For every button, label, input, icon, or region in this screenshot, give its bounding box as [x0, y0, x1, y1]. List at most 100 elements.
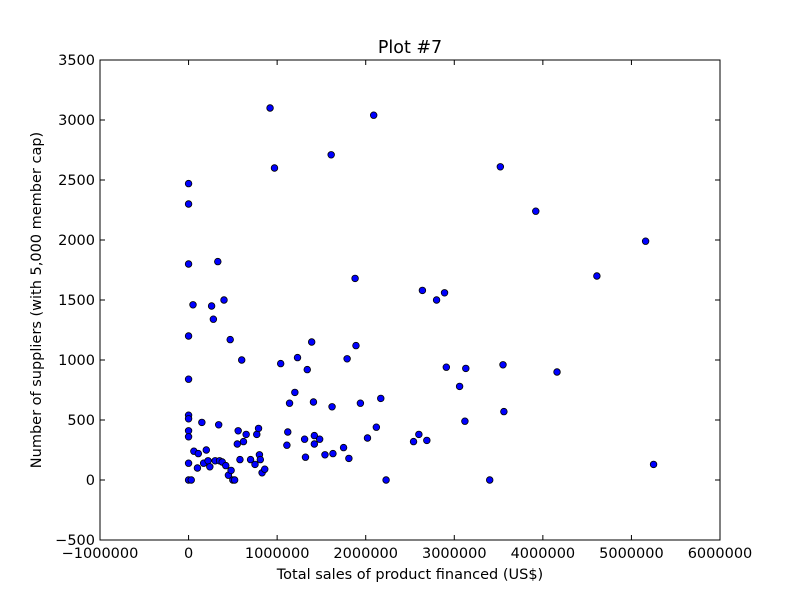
y-tick-label: −500 — [55, 533, 95, 549]
data-point — [462, 364, 470, 373]
data-point — [310, 431, 319, 440]
data-point — [310, 440, 319, 448]
data-point — [418, 286, 427, 295]
data-point — [363, 434, 372, 442]
data-point — [276, 359, 285, 368]
x-tick-label: 6000000 — [688, 546, 753, 562]
data-point — [283, 441, 291, 449]
data-point — [242, 430, 250, 439]
y-tick-label: 0 — [86, 473, 95, 489]
data-point — [409, 437, 418, 446]
data-point — [329, 449, 337, 458]
data-point — [239, 437, 248, 446]
data-point — [222, 461, 230, 470]
x-tick-label: 5000000 — [599, 546, 664, 562]
data-point — [328, 403, 336, 411]
data-point — [291, 388, 299, 397]
data-point — [194, 449, 203, 458]
y-tick-label: 1500 — [58, 293, 95, 309]
data-point — [641, 237, 650, 245]
data-point — [649, 460, 658, 469]
data-point — [236, 455, 244, 464]
data-point — [214, 421, 223, 429]
data-point — [251, 460, 259, 469]
data-point — [553, 368, 561, 376]
x-tick-label: 4000000 — [511, 546, 576, 562]
data-point — [226, 335, 234, 344]
y-tick-label: 3500 — [58, 53, 95, 69]
data-point — [184, 375, 193, 383]
x-tick-label: −1000000 — [62, 546, 139, 562]
data-point — [496, 163, 505, 171]
data-point — [270, 164, 279, 172]
data-point — [184, 459, 193, 467]
data-point — [382, 476, 390, 484]
data-point — [343, 355, 351, 363]
data-point — [254, 424, 263, 433]
data-point — [184, 332, 193, 340]
ticks-layer: −1000000 0 1000000 2000000 3000000 4000000 500… — [55, 53, 752, 562]
data-point — [227, 466, 235, 475]
data-point — [184, 260, 193, 268]
data-point — [300, 435, 309, 443]
data-point — [432, 296, 441, 304]
data-point — [238, 356, 246, 364]
x-tick-label: 0 — [184, 546, 193, 562]
y-tick-label: 2000 — [58, 233, 95, 249]
data-point — [253, 430, 261, 439]
data-point — [256, 455, 265, 464]
data-point — [369, 111, 378, 119]
x-tick-label: 3000000 — [422, 546, 487, 562]
data-point — [309, 398, 318, 406]
data-point — [220, 296, 228, 304]
data-point — [532, 207, 540, 215]
data-point — [442, 363, 451, 371]
data-point — [230, 476, 239, 484]
data-point — [184, 179, 193, 188]
y-tick-label: 2500 — [58, 173, 95, 189]
data-point — [206, 463, 214, 471]
data-point — [339, 443, 348, 452]
x-tick-label: 1000000 — [245, 546, 310, 562]
data-point — [593, 272, 601, 280]
data-point — [315, 435, 324, 443]
data-point — [234, 427, 242, 435]
data-point — [184, 415, 193, 423]
data-point — [209, 315, 218, 323]
x-axis-title: Total sales of product financed (US$) — [276, 567, 543, 583]
data-point — [356, 399, 365, 407]
data-point — [214, 257, 222, 266]
data-point — [377, 394, 385, 403]
plot-area-background — [100, 60, 720, 540]
data-point — [461, 417, 469, 425]
data-point — [261, 465, 269, 473]
data-point — [345, 454, 353, 463]
data-point — [246, 455, 255, 464]
data-point — [233, 440, 241, 448]
data-point — [187, 476, 195, 484]
data-point — [189, 301, 197, 309]
plot-frame — [99, 59, 721, 541]
data-point — [486, 476, 494, 484]
data-point — [184, 433, 193, 441]
data-point — [198, 418, 206, 427]
data-point — [372, 423, 381, 431]
data-point — [415, 430, 423, 439]
data-point — [423, 436, 431, 445]
y-axis-title: Number of suppliers (with 5,000 member c… — [29, 132, 45, 468]
data-point — [440, 289, 449, 297]
x-tick-label: 2000000 — [333, 546, 398, 562]
data-point — [284, 428, 292, 436]
y-tick-label: 1000 — [58, 353, 95, 369]
data-point — [204, 457, 212, 465]
data-point — [321, 451, 329, 459]
data-point — [455, 382, 464, 391]
data-point — [202, 446, 210, 454]
data-point — [301, 453, 310, 461]
data-point — [285, 399, 294, 407]
data-point — [184, 200, 193, 208]
data-point — [500, 407, 508, 416]
data-point — [207, 302, 216, 310]
